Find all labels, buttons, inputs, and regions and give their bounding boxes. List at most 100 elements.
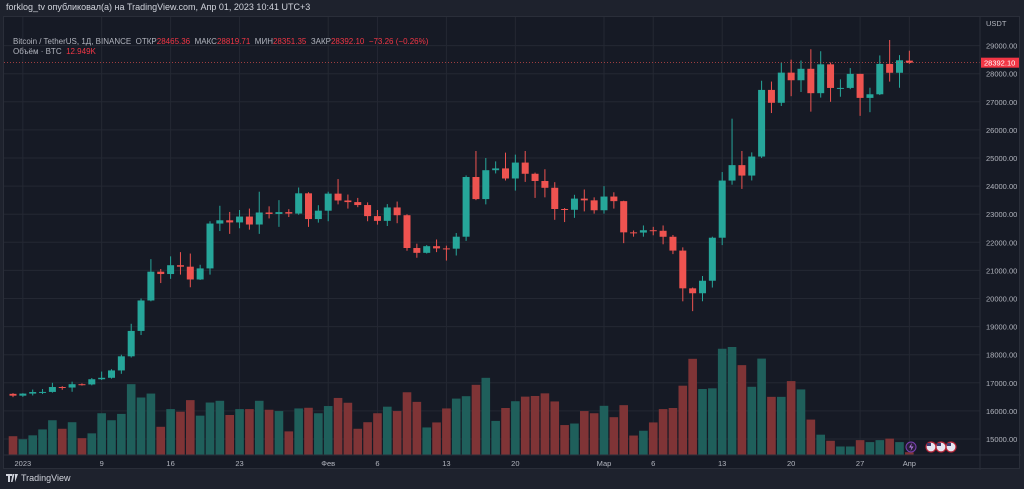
tradingview-logo-icon: [6, 474, 18, 482]
candle-body: [88, 379, 96, 385]
volume-bar: [87, 433, 97, 455]
volume-bar: [796, 389, 806, 455]
volume-bar: [333, 397, 343, 455]
candle-body: [285, 212, 293, 214]
candle-body: [295, 193, 303, 214]
chart-panel[interactable]: USDT 29000.00 28000.00 27000.00 26000.00 2500…: [3, 16, 1021, 470]
flag-canton: [937, 443, 941, 446]
price-tick-label: 21000.00: [986, 266, 1017, 275]
volume-bar: [323, 406, 333, 455]
legend-volume-row: Объём · BTC 12.949K: [13, 47, 428, 57]
volume-bar: [97, 413, 106, 455]
volume-bar: [747, 386, 757, 455]
candle-body: [738, 165, 746, 176]
time-tick-label: 20: [787, 459, 795, 468]
candle-body: [521, 162, 529, 174]
volume-bar: [895, 442, 904, 455]
low-value: 28351.35: [272, 37, 307, 46]
footer-brand: TradingView: [21, 473, 71, 483]
volume-bar: [678, 385, 688, 455]
volume-bar: [737, 365, 747, 455]
volume-bar: [688, 358, 697, 455]
price-tick-label: 22000.00: [986, 238, 1017, 247]
candle-body: [226, 220, 234, 223]
volume-bar: [668, 407, 678, 455]
high-label: МАКС: [194, 37, 217, 46]
candle-body: [590, 200, 598, 211]
volume-label[interactable]: Объём · BTC: [13, 47, 62, 56]
volume-bar: [461, 396, 471, 455]
volume-bar: [777, 396, 786, 455]
candle-body: [117, 356, 125, 371]
flag-canton: [927, 443, 931, 446]
price-tick-label: 16000.00: [986, 407, 1017, 416]
time-tick-label: 13: [718, 459, 726, 468]
candle-body: [669, 236, 677, 251]
candle-body: [777, 72, 785, 103]
symbol-title[interactable]: Bitcoin / TetherUS, 1Д, BINANCE: [13, 37, 132, 46]
candle-body: [492, 168, 500, 171]
time-tick-label: 20: [511, 459, 519, 468]
volume-bar: [550, 401, 560, 455]
volume-bar: [767, 396, 776, 455]
volume-bar: [589, 413, 599, 455]
candle-body: [758, 89, 766, 157]
volume-bar: [314, 413, 323, 455]
candle-body: [639, 230, 647, 233]
volume-bar: [560, 425, 569, 455]
volume-value: 12.949K: [66, 47, 96, 56]
time-tick-label: 9: [100, 459, 104, 468]
volume-bar: [481, 377, 491, 455]
volume-bar: [658, 409, 668, 455]
candle-body: [413, 248, 421, 253]
time-tick-label: Фев: [321, 459, 335, 468]
price-tick-label: 20000.00: [986, 295, 1017, 304]
volume-bar: [806, 419, 816, 455]
volume-bar: [235, 409, 244, 455]
time-tick-label: 6: [375, 459, 379, 468]
candle-body: [570, 198, 578, 210]
candle-body: [679, 250, 687, 289]
candle-body: [275, 212, 283, 214]
volume-bar: [471, 384, 481, 455]
volume-bar: [294, 408, 303, 455]
high-value: 28819.71: [216, 37, 251, 46]
open-label: ОТКР: [135, 37, 157, 46]
candle-body: [659, 230, 667, 237]
candle-body: [19, 393, 27, 396]
candle-body: [728, 165, 736, 181]
change-value: −73.26 (−0.26%): [368, 37, 429, 46]
volume-bar: [264, 409, 274, 455]
candle-body: [344, 200, 352, 203]
volume-bar: [875, 440, 885, 455]
candle-body: [541, 180, 549, 188]
volume-bar: [422, 427, 431, 455]
price-tick-label: 26000.00: [986, 126, 1017, 135]
price-chart[interactable]: USDT 29000.00 28000.00 27000.00 26000.00 2500…: [4, 17, 1021, 470]
price-tick-label: 27000.00: [986, 98, 1017, 107]
candle-body: [265, 212, 273, 214]
volume-bar: [698, 388, 707, 455]
price-tick-label: 24000.00: [986, 182, 1017, 191]
volume-bar: [905, 452, 914, 455]
volume-bar: [757, 358, 766, 455]
volume-bar: [8, 436, 18, 455]
volume-bar: [166, 409, 175, 455]
close-label: ЗАКР: [310, 37, 331, 46]
candle-body: [354, 202, 362, 206]
candle-body: [836, 87, 844, 89]
volume-bar: [511, 401, 520, 455]
volume-bar: [28, 435, 37, 455]
candle-body: [245, 216, 253, 225]
volume-bar: [77, 438, 87, 455]
candle-body: [403, 215, 411, 249]
price-tick-label: 29000.00: [986, 42, 1017, 51]
flag-canton: [947, 443, 951, 446]
candle-body: [433, 246, 441, 249]
low-label: МИН: [254, 37, 273, 46]
price-tick-label: 23000.00: [986, 210, 1017, 219]
price-tick-label: 15000.00: [986, 435, 1017, 444]
candle-body: [423, 246, 431, 253]
volume-bar: [826, 440, 835, 455]
volume-bar: [392, 411, 402, 455]
